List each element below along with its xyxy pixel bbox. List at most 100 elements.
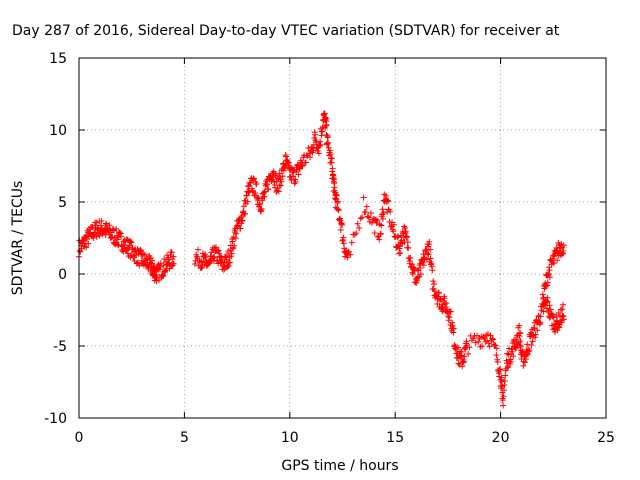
- data-point: [544, 279, 551, 286]
- data-point: [376, 236, 383, 243]
- data-point: [380, 210, 387, 217]
- data-point: [168, 249, 175, 256]
- data-point: [114, 241, 121, 248]
- data-point: [118, 233, 125, 240]
- data-point: [170, 253, 177, 260]
- data-point: [287, 173, 294, 180]
- x-tick-label: 5: [180, 430, 189, 446]
- data-point: [560, 247, 567, 254]
- data-point: [378, 222, 385, 229]
- data-point: [153, 271, 160, 278]
- data-point: [446, 314, 453, 321]
- data-point: [532, 331, 539, 338]
- plot-frame: [78, 57, 607, 419]
- data-point: [555, 310, 562, 317]
- data-point: [546, 267, 553, 274]
- data-point: [492, 342, 499, 349]
- data-point: [559, 312, 566, 319]
- data-point: [517, 330, 524, 337]
- data-point: [273, 189, 280, 196]
- data-point: [500, 402, 507, 409]
- data-point: [489, 335, 496, 342]
- data-point: [499, 397, 506, 404]
- data-point: [147, 255, 154, 262]
- data-point: [487, 332, 494, 339]
- data-point: [383, 198, 390, 205]
- data-point: [441, 301, 448, 308]
- data-point: [550, 260, 557, 267]
- data-point: [149, 257, 156, 264]
- data-point: [417, 271, 424, 278]
- data-point: [345, 248, 352, 255]
- data-point: [244, 198, 251, 205]
- data-point: [218, 255, 225, 262]
- data-point: [233, 222, 240, 229]
- x-axis: 0 5 10 15 20 25: [75, 58, 615, 446]
- data-point: [557, 306, 564, 313]
- data-point: [356, 225, 363, 232]
- data-point: [106, 222, 113, 229]
- data-point: [500, 393, 507, 400]
- data-point: [229, 238, 236, 245]
- x-tick-label: 25: [597, 430, 615, 446]
- data-point: [486, 343, 493, 350]
- data-point: [472, 339, 479, 346]
- data-point: [479, 343, 486, 350]
- y-tick-label: 15: [49, 51, 67, 67]
- data-point: [493, 345, 500, 352]
- data-point: [528, 342, 535, 349]
- data-point: [540, 308, 547, 315]
- data-point: [285, 159, 292, 166]
- data-point: [436, 289, 443, 296]
- data-point: [480, 333, 487, 340]
- data-point: [501, 378, 508, 385]
- data-point: [253, 181, 260, 188]
- data-point: [312, 131, 319, 138]
- data-points: [76, 110, 567, 409]
- data-point: [292, 179, 299, 186]
- data-point: [360, 194, 367, 201]
- data-point: [259, 197, 266, 204]
- data-point: [329, 165, 336, 172]
- y-tick-label: 0: [58, 267, 67, 283]
- data-point: [333, 192, 340, 199]
- data-point: [390, 228, 397, 235]
- data-point: [475, 338, 482, 345]
- data-point: [144, 256, 151, 263]
- data-point: [373, 216, 380, 223]
- data-point: [404, 233, 411, 240]
- data-point: [522, 359, 529, 366]
- x-tick-label: 10: [281, 430, 299, 446]
- data-point: [362, 208, 369, 215]
- data-point: [323, 122, 330, 129]
- data-point: [379, 206, 386, 213]
- data-point: [239, 217, 246, 224]
- data-point: [278, 178, 285, 185]
- data-point: [394, 234, 401, 241]
- data-point: [517, 343, 524, 350]
- data-point: [233, 230, 240, 237]
- data-point: [115, 234, 122, 241]
- data-point: [122, 247, 129, 254]
- data-point: [529, 338, 536, 345]
- data-point: [307, 154, 314, 161]
- data-point: [430, 278, 437, 285]
- data-point: [250, 176, 257, 183]
- data-point: [354, 220, 361, 227]
- data-point: [507, 358, 514, 365]
- data-point: [258, 205, 265, 212]
- data-point: [275, 188, 282, 195]
- data-point: [402, 228, 409, 235]
- data-point: [455, 360, 462, 367]
- data-point: [396, 243, 403, 250]
- data-point: [559, 301, 566, 308]
- data-point: [559, 306, 566, 313]
- data-point: [546, 274, 553, 281]
- data-point: [242, 210, 249, 217]
- data-point: [123, 236, 130, 243]
- data-point: [548, 310, 555, 317]
- data-point: [124, 245, 131, 252]
- data-point: [531, 325, 538, 332]
- data-point: [537, 320, 544, 327]
